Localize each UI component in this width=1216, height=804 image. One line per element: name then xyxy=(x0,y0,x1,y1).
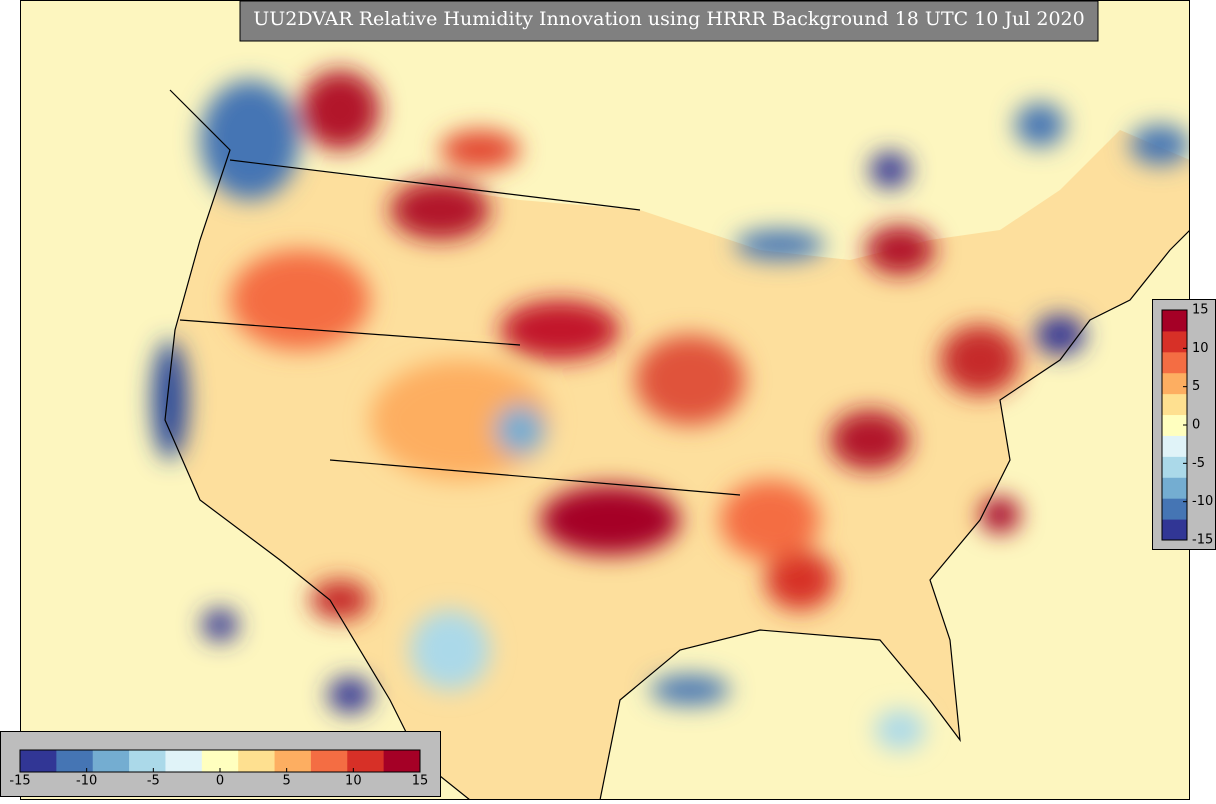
colorbar-swatch xyxy=(1162,456,1187,478)
colorbar-tick-label: 10 xyxy=(1192,341,1209,356)
colorbar-tick-label: -5 xyxy=(147,774,160,789)
colorbar-swatch xyxy=(1162,414,1187,436)
colorbar-swatch xyxy=(383,750,421,772)
colorbar-swatch xyxy=(1162,519,1187,541)
colorbar-swatch xyxy=(201,750,239,772)
title-box xyxy=(239,0,1099,42)
colorbar-swatch xyxy=(129,750,166,772)
colorbar-swatch xyxy=(56,750,94,772)
colorbar-tick-label: -10 xyxy=(1192,494,1213,509)
colorbar-swatch xyxy=(310,750,348,772)
colorbar-tick-label: -15 xyxy=(1192,533,1213,548)
colorbar-tick-label: 5 xyxy=(1192,379,1200,394)
colorbar-swatch xyxy=(274,750,312,772)
colorbar-tick-label: 5 xyxy=(283,774,291,789)
colorbar-tick-label: 15 xyxy=(412,774,429,789)
colorbar-swatch xyxy=(1162,351,1187,374)
colorbar-tick-label: 10 xyxy=(345,774,362,789)
colorbar-tick-label: 0 xyxy=(216,774,224,789)
colorbar-swatch xyxy=(1162,330,1187,353)
colorbar-swatch xyxy=(238,750,276,772)
colorbar-tick-label: 0 xyxy=(1192,418,1200,433)
colorbar-tick-label: -5 xyxy=(1192,456,1205,471)
boundaries xyxy=(164,89,1190,800)
colorbar-swatch xyxy=(1162,372,1187,395)
colorbar-swatch xyxy=(347,750,385,772)
colorbar-tick-label: -15 xyxy=(9,774,30,789)
colorbar-swatch xyxy=(1162,310,1187,332)
map xyxy=(20,0,1190,800)
innovation-field xyxy=(152,70,1190,750)
colorbar-swatch xyxy=(1162,393,1187,416)
colorbar-swatch xyxy=(1162,498,1187,520)
colorbar-swatch xyxy=(165,750,203,772)
colorbar-swatch xyxy=(92,750,130,772)
colorbar-swatch xyxy=(1162,477,1187,499)
colorbar-swatch xyxy=(20,750,57,772)
colorbar-swatch xyxy=(1162,435,1187,457)
colorbar-tick-label: -10 xyxy=(76,774,97,789)
map-title: UU2DVAR Relative Humidity Innovation usi… xyxy=(253,8,1085,30)
colorbar-tick-label: 15 xyxy=(1192,303,1209,318)
